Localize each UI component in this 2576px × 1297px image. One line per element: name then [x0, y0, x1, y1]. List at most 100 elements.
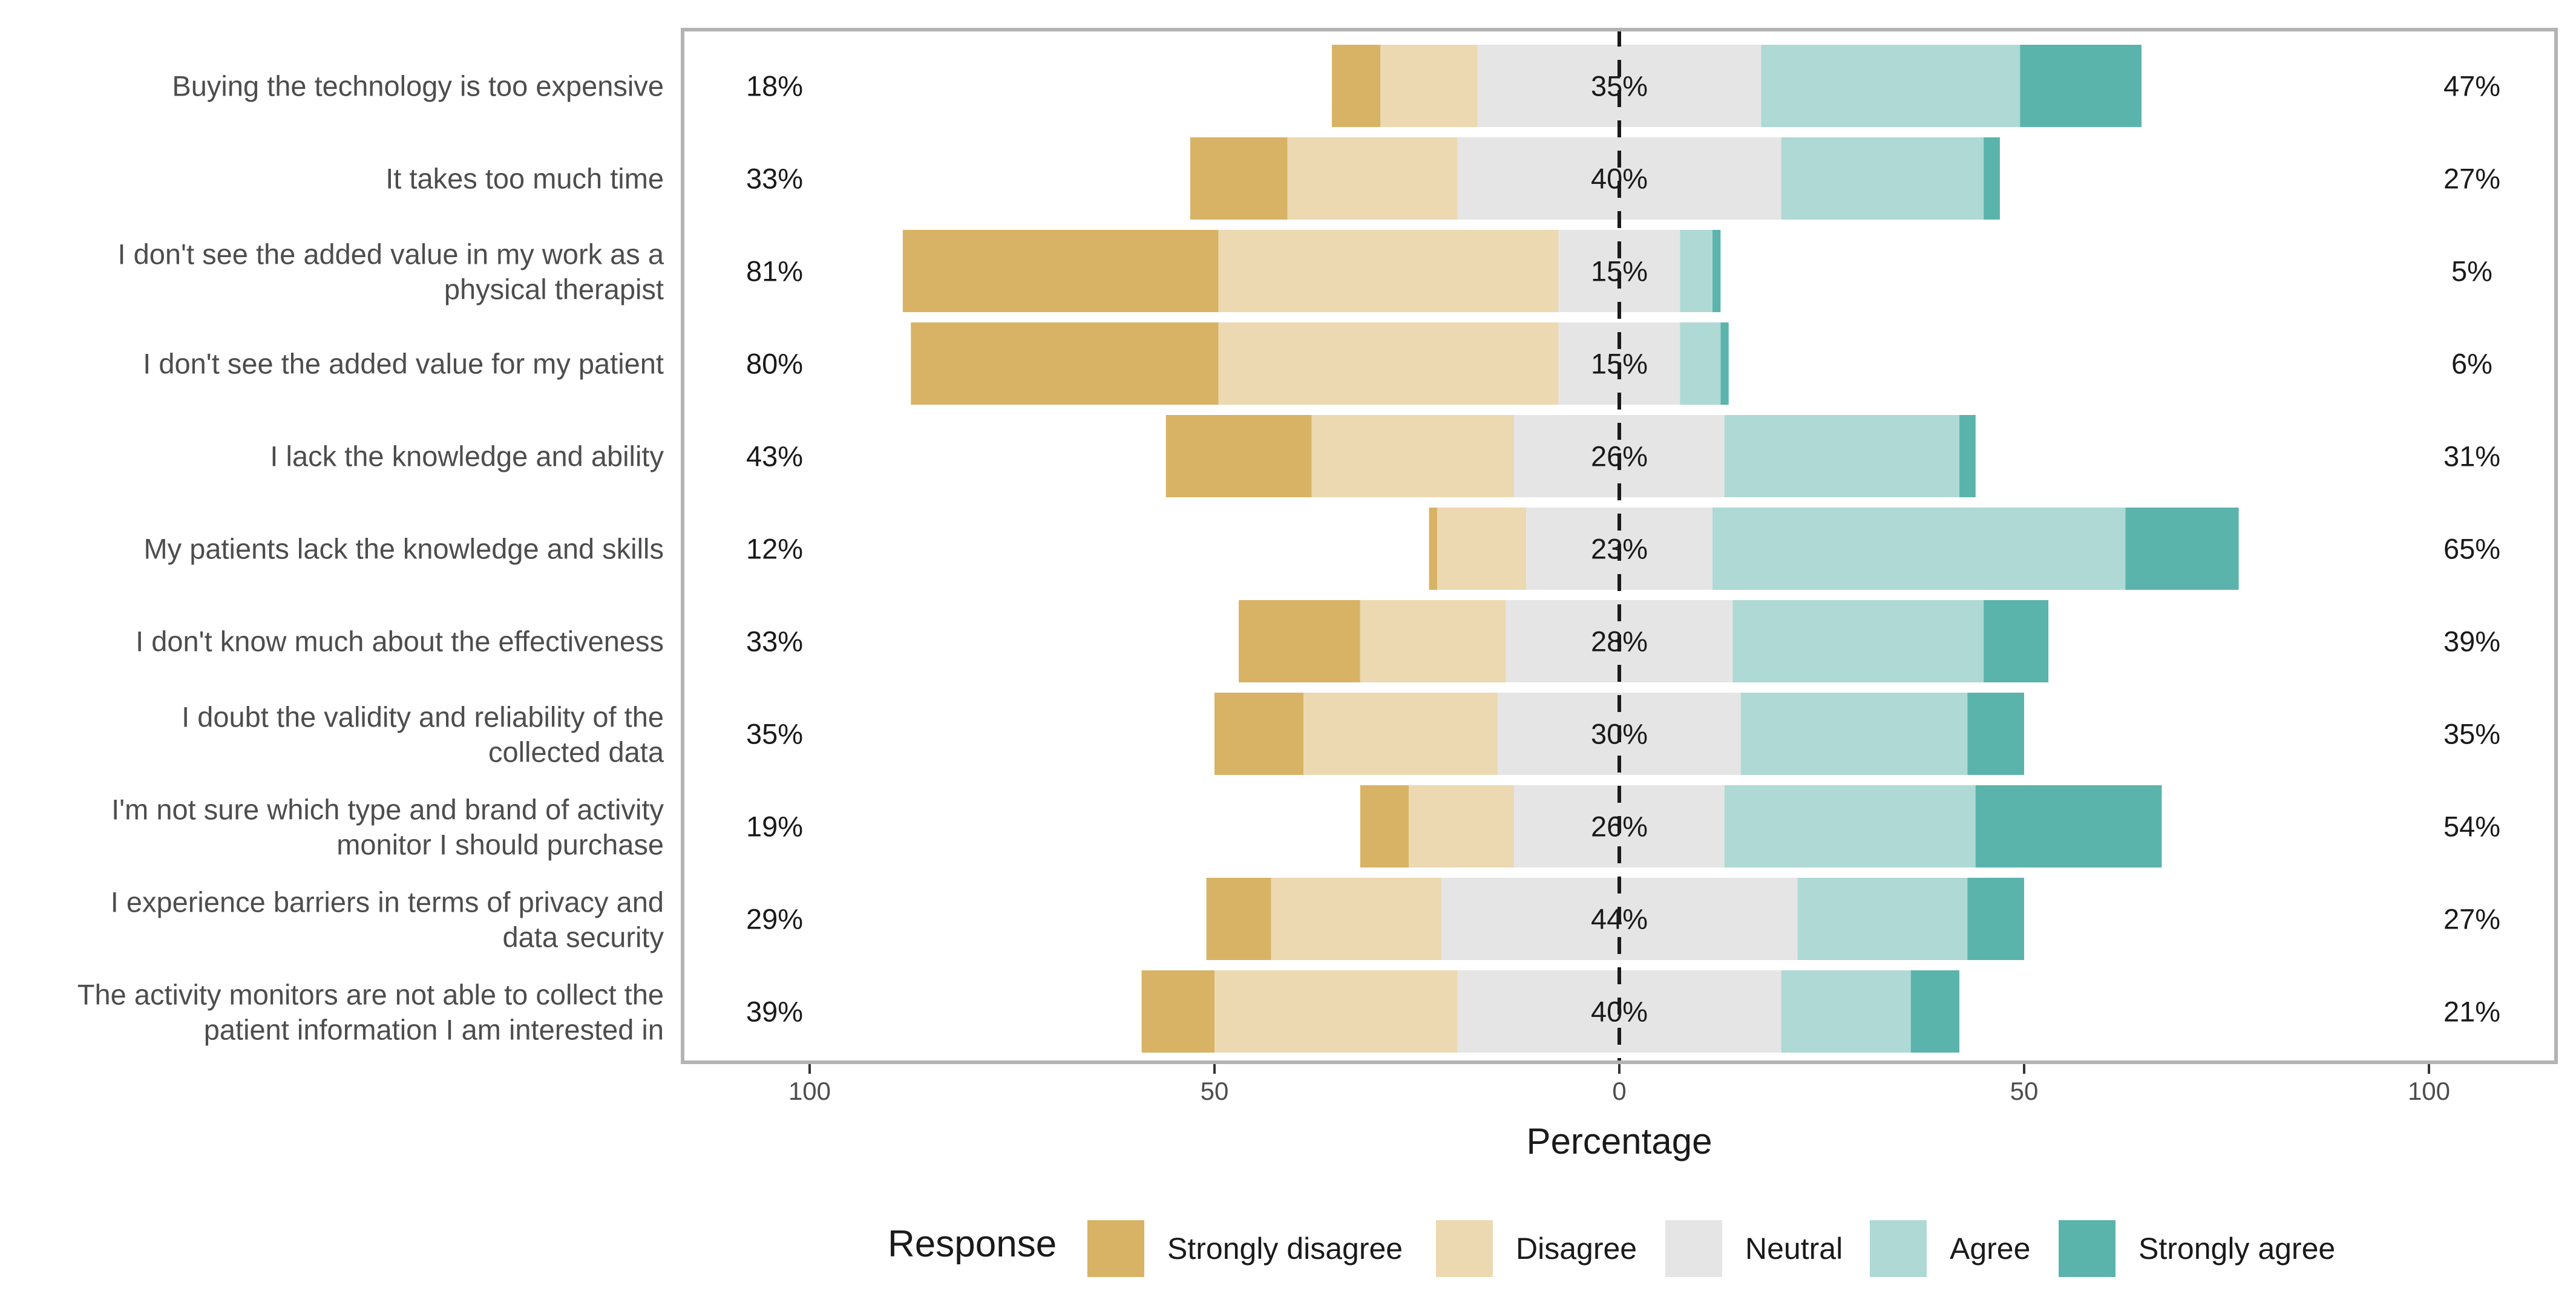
right-percentage-label: 27% [2443, 163, 2500, 195]
legend-label-disagree: Disagree [1516, 1232, 1637, 1266]
bar-agree [1732, 600, 1984, 682]
x-tick-label: 100 [788, 1077, 831, 1105]
neutral-percentage-label: 15% [1591, 348, 1648, 380]
bar-disagree [1437, 508, 1527, 590]
bar-strongly-disagree [1206, 878, 1271, 960]
right-percentage-label: 31% [2443, 440, 2500, 472]
category-label: I'm not sure which type and brand of act… [111, 794, 664, 826]
category-label: I experience barriers in terms of privac… [111, 886, 664, 918]
legend-swatch-strongly-agree [2059, 1220, 2116, 1277]
neutral-percentage-label: 15% [1591, 255, 1648, 287]
x-tick-label: 0 [1612, 1077, 1626, 1105]
right-percentage-label: 5% [2451, 255, 2492, 287]
bar-group [902, 45, 2239, 1053]
bar-agree [1797, 878, 1968, 960]
category-label: I doubt the validity and reliability of … [182, 701, 664, 733]
bar-strongly-agree [1959, 415, 1976, 497]
bar-disagree [1409, 785, 1514, 867]
category-label: My patients lack the knowledge and skill… [144, 533, 664, 565]
bar-agree [1740, 693, 1968, 775]
bar-strongly-agree [1720, 322, 1729, 405]
legend-label-neutral: Neutral [1745, 1232, 1843, 1266]
bar-disagree [1360, 600, 1506, 682]
legend-swatch-strongly-disagree [1087, 1220, 1144, 1277]
bar-strongly-disagree [1141, 970, 1214, 1053]
neutral-percentage-label: 26% [1591, 440, 1648, 472]
category-label: I don't see the added value for my patie… [143, 348, 664, 380]
legend-swatch-agree [1870, 1220, 1927, 1277]
left-percentage-label: 81% [746, 255, 803, 287]
bar-disagree [1214, 970, 1458, 1053]
legend-title: Response [888, 1223, 1057, 1265]
category-labels: Buying the technology is too expensive It… [77, 70, 664, 1046]
category-label: I don't see the added value in my work a… [117, 238, 664, 270]
bar-strongly-agree [1712, 230, 1721, 312]
left-percentage-label: 39% [746, 996, 803, 1028]
left-percentage-label: 80% [746, 348, 803, 380]
left-percentage-label: 19% [746, 811, 803, 843]
bar-disagree [1311, 415, 1515, 497]
neutral-percentage-label: 28% [1591, 626, 1648, 658]
category-label: patient information I am interested in [204, 1014, 664, 1046]
bar-strongly-disagree [1332, 45, 1381, 127]
right-percentage-label: 47% [2443, 70, 2500, 102]
left-percentage-label: 12% [746, 533, 803, 565]
bar-strongly-agree [1910, 970, 1959, 1053]
legend-swatch-neutral [1665, 1220, 1722, 1277]
bar-agree [1781, 137, 1984, 220]
bar-agree [1724, 785, 1976, 867]
left-percentage-label: 18% [746, 70, 803, 102]
category-label: physical therapist [444, 273, 664, 305]
plot-panel-border [681, 28, 2558, 1064]
category-label: I lack the knowledge and ability [270, 440, 664, 472]
bar-agree [1712, 508, 2126, 590]
category-label: I don't know much about the effectivenes… [136, 626, 664, 658]
legend-label-strongly-agree: Strongly agree [2138, 1232, 2335, 1266]
bar-disagree [1380, 45, 1478, 127]
bar-strongly-disagree [1429, 508, 1437, 590]
left-percentage-label: 43% [746, 440, 803, 472]
legend-label-strongly-disagree: Strongly disagree [1167, 1232, 1403, 1266]
x-axis: 100 50 0 50 100 [788, 1064, 2450, 1105]
bar-strongly-disagree [1239, 600, 1360, 682]
right-percentage-label: 54% [2443, 811, 2500, 843]
category-label: Buying the technology is too expensive [172, 70, 664, 102]
legend-label-agree: Agree [1950, 1232, 2030, 1266]
left-percentage-label: 33% [746, 163, 803, 195]
x-tick-label: 50 [2010, 1077, 2039, 1105]
neutral-percentage-label: 44% [1591, 903, 1648, 935]
bar-strongly-agree [2125, 508, 2239, 590]
right-percentage-label: 39% [2443, 626, 2500, 658]
category-label: data security [503, 921, 664, 953]
bar-disagree [1218, 322, 1559, 405]
bar-strongly-disagree [1165, 415, 1312, 497]
bar-strongly-disagree [911, 322, 1219, 405]
bar-agree [1680, 322, 1721, 405]
bar-strongly-agree [1967, 693, 2024, 775]
bar-agree [1724, 415, 1959, 497]
neutral-percentage-label: 40% [1591, 996, 1648, 1028]
x-axis-title: Percentage [1527, 1121, 1712, 1161]
left-percentage-label: 33% [746, 626, 803, 658]
category-label: monitor I should purchase [336, 829, 664, 861]
neutral-percentage-label: 26% [1591, 811, 1648, 843]
neutral-percentage-label: 40% [1591, 163, 1648, 195]
bar-agree [1761, 45, 2020, 127]
bar-strongly-disagree [1360, 785, 1409, 867]
bar-agree [1781, 970, 1911, 1053]
right-percentage-label: 65% [2443, 533, 2500, 565]
neutral-percentage-label: 35% [1591, 70, 1648, 102]
neutral-percentage-label: 30% [1591, 718, 1648, 750]
category-label: The activity monitors are not able to co… [77, 979, 664, 1011]
legend: Response Strongly disagree Disagree Neutral… [888, 1220, 2335, 1277]
bar-disagree [1218, 230, 1559, 312]
bar-strongly-agree [1967, 878, 2024, 960]
bar-strongly-agree [1984, 600, 2049, 682]
category-label: collected data [488, 736, 664, 768]
left-percentage-label: 29% [746, 903, 803, 935]
bar-strongly-agree [1975, 785, 2162, 867]
x-tick-label: 50 [1201, 1077, 1229, 1105]
percentage-labels: 18% 35% 47% 33% 40% 27% 81% 15% 5% 80% 15% 6% 43% 26%… [746, 70, 2500, 1028]
bar-strongly-disagree [1214, 693, 1304, 775]
